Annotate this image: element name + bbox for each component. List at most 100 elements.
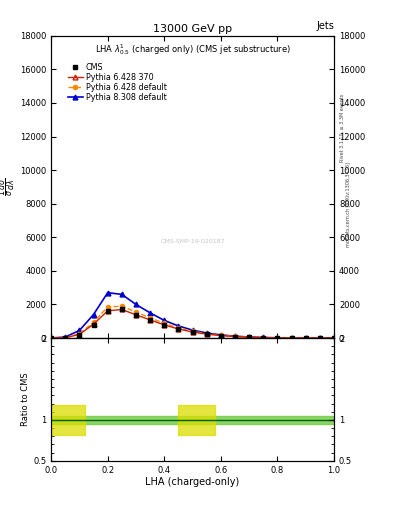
Line: Pythia 6.428 default: Pythia 6.428 default — [49, 304, 336, 340]
Pythia 6.428 default — [162, 321, 167, 327]
Pythia 8.308 default — [275, 335, 280, 341]
Pythia 8.308 default — [77, 327, 82, 333]
Pythia 8.308 default — [119, 291, 124, 297]
Pythia 6.428 default — [247, 334, 252, 340]
Pythia 6.428 370 — [261, 334, 266, 340]
Line: Pythia 6.428 370: Pythia 6.428 370 — [49, 307, 336, 340]
Pythia 6.428 default — [233, 333, 237, 339]
Y-axis label: Ratio to CMS: Ratio to CMS — [21, 373, 30, 426]
Pythia 6.428 default — [303, 335, 308, 341]
CMS — [77, 332, 82, 338]
Pythia 6.428 370 — [119, 306, 124, 312]
CMS — [119, 306, 124, 312]
Pythia 6.428 370 — [204, 331, 209, 337]
Pythia 6.428 default — [275, 335, 280, 341]
Pythia 6.428 default — [190, 328, 195, 334]
Pythia 6.428 370 — [134, 312, 138, 318]
Pythia 8.308 default — [204, 330, 209, 336]
Pythia 6.428 370 — [219, 332, 223, 338]
CMS — [162, 322, 167, 328]
Pythia 6.428 370 — [105, 308, 110, 314]
Pythia 6.428 370 — [190, 329, 195, 335]
CMS — [148, 316, 152, 323]
Pythia 6.428 default — [289, 335, 294, 341]
Text: Jets: Jets — [316, 22, 334, 31]
Pythia 6.428 370 — [63, 334, 68, 340]
CMS — [219, 332, 223, 338]
Pythia 6.428 default — [332, 335, 336, 341]
Pythia 6.428 370 — [318, 335, 322, 341]
Pythia 6.428 default — [49, 335, 53, 341]
Pythia 6.428 default — [204, 331, 209, 337]
CMS — [233, 333, 237, 339]
Pythia 8.308 default — [219, 332, 223, 338]
CMS — [63, 335, 68, 341]
Pythia 8.308 default — [105, 290, 110, 296]
Pythia 8.308 default — [233, 333, 237, 339]
Pythia 8.308 default — [303, 335, 308, 341]
Bar — [51, 416, 334, 424]
Pythia 8.308 default — [91, 311, 96, 317]
CMS — [204, 331, 209, 337]
Text: CMS-SMP-19-020187: CMS-SMP-19-020187 — [160, 239, 225, 244]
CMS — [91, 322, 96, 328]
Pythia 6.428 default — [219, 332, 223, 338]
CMS — [176, 326, 181, 332]
Pythia 8.308 default — [63, 334, 68, 340]
Pythia 6.428 370 — [275, 335, 280, 341]
Text: mcplots.cern.ch [arXiv:1306.3436]: mcplots.cern.ch [arXiv:1306.3436] — [346, 162, 351, 247]
Pythia 6.428 370 — [176, 326, 181, 332]
Pythia 8.308 default — [162, 317, 167, 324]
CMS — [49, 335, 53, 341]
CMS — [190, 329, 195, 335]
Pythia 8.308 default — [289, 335, 294, 341]
Title: 13000 GeV pp: 13000 GeV pp — [153, 24, 232, 34]
Pythia 6.428 370 — [247, 334, 252, 340]
Pythia 8.308 default — [332, 335, 336, 341]
Line: Pythia 8.308 default: Pythia 8.308 default — [49, 290, 336, 340]
Pythia 6.428 default — [77, 331, 82, 337]
Pythia 8.308 default — [261, 334, 266, 340]
CMS — [332, 335, 336, 341]
Bar — [51, 416, 334, 424]
Text: Rivet 3.1.10, ≥ 3.3M events: Rivet 3.1.10, ≥ 3.3M events — [340, 94, 345, 162]
CMS — [275, 335, 280, 341]
Pythia 6.428 default — [63, 334, 68, 340]
Pythia 6.428 370 — [289, 335, 294, 341]
Pythia 6.428 370 — [233, 333, 237, 339]
Pythia 6.428 370 — [49, 335, 53, 341]
CMS — [303, 335, 308, 341]
Pythia 8.308 default — [148, 310, 152, 316]
CMS — [289, 335, 294, 341]
Pythia 8.308 default — [49, 335, 53, 341]
Pythia 6.428 370 — [91, 321, 96, 327]
Text: LHA $\lambda^{1}_{0.5}$ (charged only) (CMS jet substructure): LHA $\lambda^{1}_{0.5}$ (charged only) (… — [95, 42, 290, 57]
Pythia 6.428 default — [176, 325, 181, 331]
Line: CMS: CMS — [49, 307, 336, 340]
Pythia 6.428 default — [119, 303, 124, 309]
Pythia 8.308 default — [318, 335, 322, 341]
CMS — [134, 311, 138, 317]
CMS — [105, 308, 110, 314]
Pythia 6.428 370 — [148, 317, 152, 323]
Pythia 8.308 default — [134, 302, 138, 308]
CMS — [318, 335, 322, 341]
Pythia 8.308 default — [176, 323, 181, 329]
Pythia 6.428 370 — [303, 335, 308, 341]
Pythia 6.428 370 — [162, 322, 167, 328]
X-axis label: LHA (charged-only): LHA (charged-only) — [145, 477, 240, 487]
CMS — [247, 334, 252, 340]
Pythia 6.428 370 — [77, 331, 82, 337]
Pythia 6.428 default — [261, 334, 266, 340]
Pythia 6.428 default — [318, 335, 322, 341]
Y-axis label: $\frac{1}{\sigma} \frac{d\sigma}{d\lambda}$: $\frac{1}{\sigma} \frac{d\sigma}{d\lambd… — [0, 178, 18, 196]
Legend: CMS, Pythia 6.428 370, Pythia 6.428 default, Pythia 8.308 default: CMS, Pythia 6.428 370, Pythia 6.428 defa… — [66, 61, 168, 104]
Pythia 6.428 default — [134, 309, 138, 315]
Pythia 8.308 default — [190, 327, 195, 333]
Pythia 6.428 370 — [332, 335, 336, 341]
Pythia 6.428 default — [148, 315, 152, 321]
Pythia 6.428 default — [91, 319, 96, 325]
CMS — [261, 334, 266, 340]
Pythia 6.428 default — [105, 304, 110, 310]
Pythia 8.308 default — [247, 334, 252, 340]
